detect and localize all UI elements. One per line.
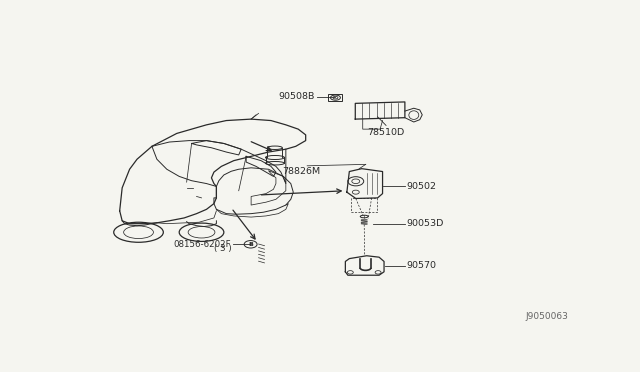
Text: 90053D: 90053D: [406, 219, 444, 228]
Text: 78510D: 78510D: [367, 128, 404, 137]
Bar: [328, 94, 342, 101]
Text: 78826M: 78826M: [282, 167, 321, 176]
Text: ( 3 ): ( 3 ): [214, 244, 231, 253]
Text: 90502: 90502: [406, 182, 436, 191]
Text: 08156-6202F: 08156-6202F: [173, 240, 231, 249]
Text: J9050063: J9050063: [525, 312, 568, 321]
Text: B: B: [248, 242, 253, 247]
Text: 90508B: 90508B: [279, 92, 315, 101]
Text: 90570: 90570: [406, 261, 436, 270]
